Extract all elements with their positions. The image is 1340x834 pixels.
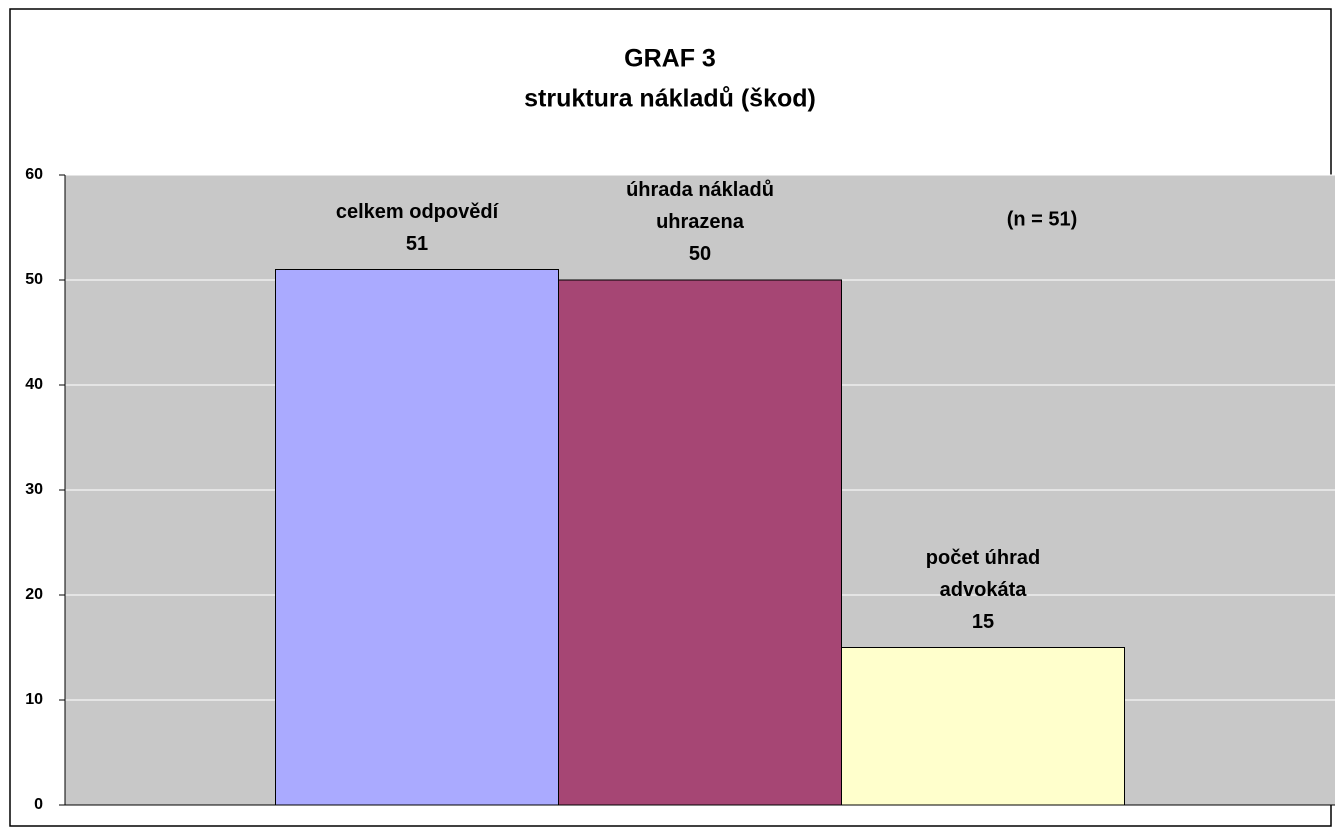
bar — [558, 279, 842, 806]
y-tick-label: 40 — [25, 376, 43, 393]
bar — [841, 647, 1125, 806]
series-name: počet úhrad advokáta — [925, 546, 1041, 601]
data-label: celkem odpovědí 51 — [317, 196, 517, 260]
series-name: úhrada nákladů uhrazena — [626, 179, 774, 233]
value-label: 51 — [405, 232, 429, 255]
y-tick-label: 10 — [25, 691, 43, 708]
bar — [275, 269, 559, 806]
y-tick-label: 30 — [25, 481, 43, 498]
y-tick-label: 20 — [25, 586, 43, 603]
data-label: úhrada nákladů uhrazena 50 — [600, 174, 800, 270]
series-name: celkem odpovědí — [335, 200, 499, 223]
y-tick-label: 0 — [34, 796, 43, 813]
y-tick-label: 50 — [25, 271, 43, 288]
value-label: 15 — [971, 610, 995, 633]
value-label: 50 — [688, 243, 712, 265]
data-label: počet úhrad advokáta 15 — [883, 542, 1083, 638]
y-tick-label: 60 — [25, 166, 43, 183]
chart-subtitle: struktura nákladů (škod) — [524, 85, 816, 113]
chart-title: GRAF 3 — [624, 45, 716, 73]
annotation: (n = 51) — [1007, 208, 1078, 230]
